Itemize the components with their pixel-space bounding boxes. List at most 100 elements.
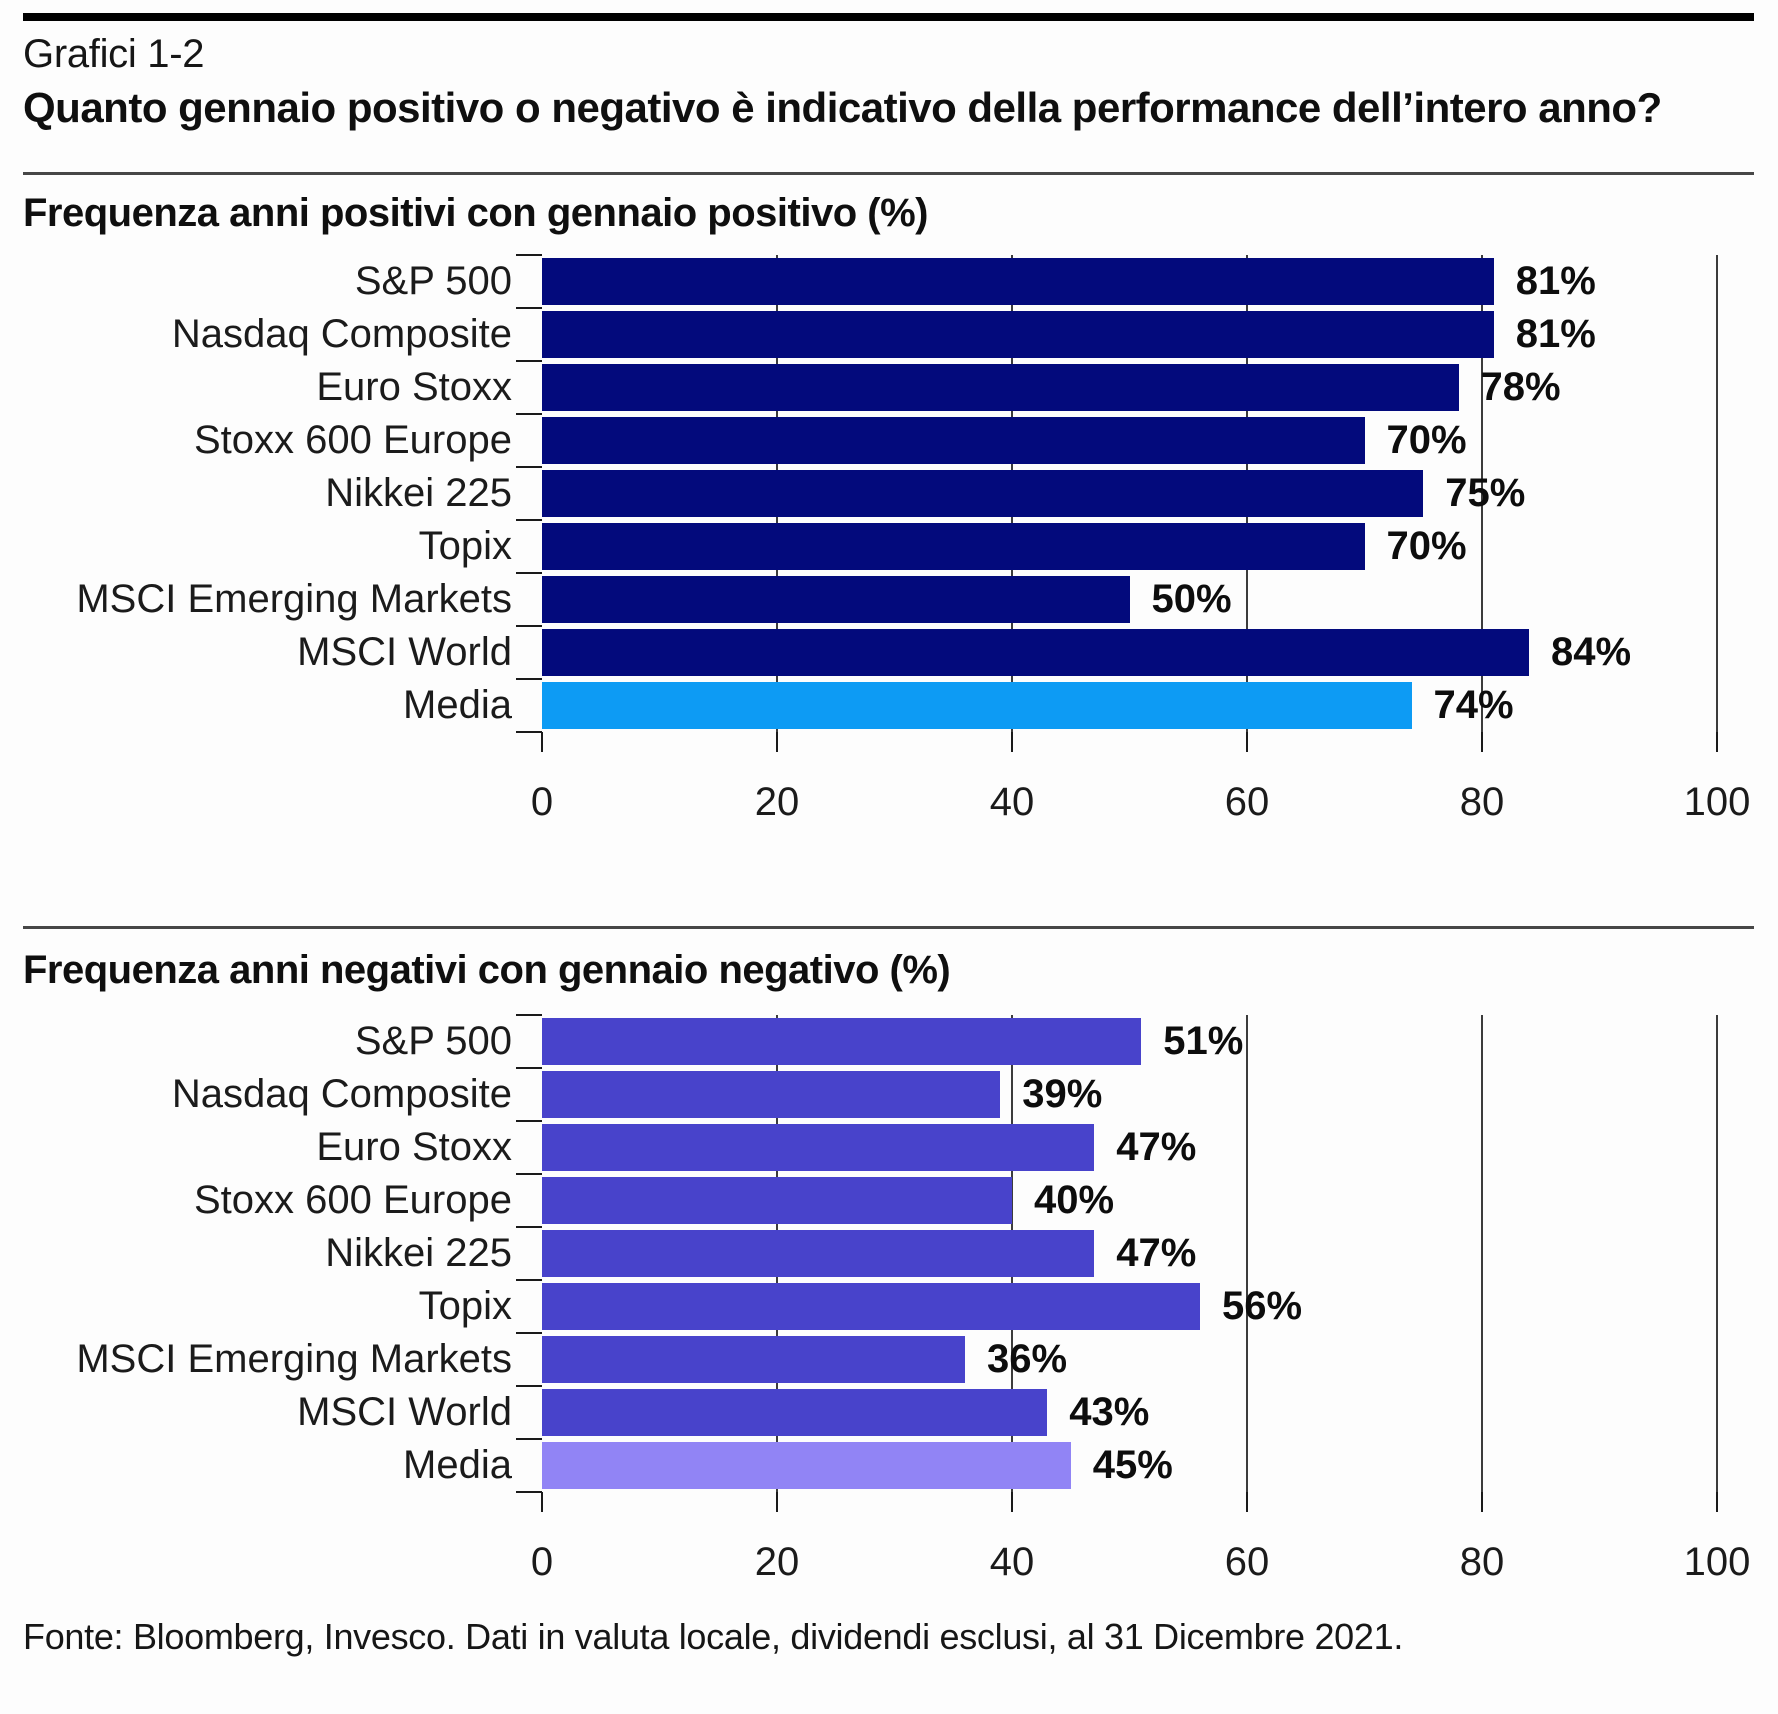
- value-label-media: 74%: [1433, 683, 1514, 727]
- gridline-80: [1481, 255, 1483, 732]
- y-axis-tick: [516, 254, 542, 256]
- x-axis-tick-40: [1011, 1492, 1013, 1512]
- value-label-media: 45%: [1092, 1443, 1173, 1487]
- category-label-topix: Topix: [418, 1284, 512, 1328]
- y-axis-tick: [516, 1173, 542, 1175]
- category-label-euro-stoxx: Euro Stoxx: [316, 1125, 512, 1169]
- category-label-msci-emerging-markets: MSCI Emerging Markets: [76, 1337, 512, 1381]
- x-axis-label-0: 0: [530, 1540, 554, 1584]
- category-label-media: Media: [403, 683, 512, 727]
- y-axis-tick: [516, 1279, 542, 1281]
- x-axis-tick-0: [541, 732, 543, 752]
- x-axis-tick-0: [541, 1492, 543, 1512]
- value-label-nikkei-225: 47%: [1116, 1231, 1197, 1275]
- divider: [23, 926, 1754, 929]
- page-title: Quanto gennaio positivo o negativo è ind…: [23, 84, 1662, 131]
- x-axis-tick-100: [1716, 1492, 1718, 1512]
- category-label-topix: Topix: [418, 524, 512, 568]
- category-label-stoxx-600-europe: Stoxx 600 Europe: [194, 1178, 512, 1222]
- y-axis-tick: [516, 1067, 542, 1069]
- y-axis-tick: [516, 1385, 542, 1387]
- source-note: Fonte: Bloomberg, Invesco. Dati in valut…: [23, 1616, 1404, 1657]
- category-label-nikkei-225: Nikkei 225: [325, 471, 512, 515]
- bar-media: [542, 682, 1412, 729]
- value-label-euro-stoxx: 47%: [1116, 1125, 1197, 1169]
- x-axis-label-60: 60: [1224, 780, 1270, 824]
- chart-2-title: Frequenza anni negativi con gennaio nega…: [23, 948, 951, 992]
- value-label-msci-world: 84%: [1551, 630, 1632, 674]
- category-label-nasdaq-composite: Nasdaq Composite: [171, 1072, 512, 1116]
- y-axis-tick: [516, 1014, 542, 1016]
- y-axis-tick: [516, 1226, 542, 1228]
- chart-1-title: Frequenza anni positivi con gennaio posi…: [23, 191, 928, 235]
- bar-nikkei-225: [542, 470, 1423, 517]
- y-axis-tick: [516, 678, 542, 680]
- x-axis-label-40: 40: [989, 780, 1035, 824]
- bar-euro-stoxx: [542, 364, 1459, 411]
- x-axis-tick-20: [776, 732, 778, 752]
- chart-kicker: Grafici 1-2: [23, 32, 205, 76]
- value-label-msci-emerging-markets: 36%: [987, 1337, 1068, 1381]
- top-rule: [23, 13, 1754, 21]
- value-label-nasdaq-composite: 39%: [1022, 1072, 1103, 1116]
- y-axis-tick: [516, 1332, 542, 1334]
- x-axis-label-20: 20: [754, 1540, 800, 1584]
- y-axis-tick: [516, 625, 542, 627]
- y-axis-tick: [516, 413, 542, 415]
- x-axis-tick-60: [1246, 1492, 1248, 1512]
- y-axis-tick: [516, 360, 542, 362]
- value-label-msci-world: 43%: [1069, 1390, 1150, 1434]
- category-label-s-p-500: S&P 500: [354, 259, 512, 303]
- bar-s-p-500: [542, 258, 1494, 305]
- bar-msci-world: [542, 1389, 1047, 1436]
- y-axis-tick: [516, 731, 542, 733]
- bar-nasdaq-composite: [542, 311, 1494, 358]
- value-label-nasdaq-composite: 81%: [1515, 312, 1596, 356]
- x-axis-label-20: 20: [754, 780, 800, 824]
- value-label-stoxx-600-europe: 40%: [1034, 1178, 1115, 1222]
- bar-topix: [542, 523, 1365, 570]
- y-axis-tick: [516, 307, 542, 309]
- x-axis-label-100: 100: [1683, 780, 1751, 824]
- category-label-media: Media: [403, 1443, 512, 1487]
- y-axis-tick: [516, 1438, 542, 1440]
- y-axis-tick: [516, 1120, 542, 1122]
- category-label-euro-stoxx: Euro Stoxx: [316, 365, 512, 409]
- category-label-stoxx-600-europe: Stoxx 600 Europe: [194, 418, 512, 462]
- bar-euro-stoxx: [542, 1124, 1094, 1171]
- bar-msci-world: [542, 629, 1529, 676]
- bar-s-p-500: [542, 1018, 1141, 1065]
- value-label-topix: 70%: [1386, 524, 1467, 568]
- category-label-nasdaq-composite: Nasdaq Composite: [171, 312, 512, 356]
- x-axis-label-100: 100: [1683, 1540, 1751, 1584]
- y-axis-tick: [516, 1491, 542, 1493]
- x-axis-label-40: 40: [989, 1540, 1035, 1584]
- value-label-topix: 56%: [1222, 1284, 1303, 1328]
- value-label-msci-emerging-markets: 50%: [1151, 577, 1232, 621]
- y-axis-tick: [516, 466, 542, 468]
- value-label-s-p-500: 81%: [1515, 259, 1596, 303]
- bar-topix: [542, 1283, 1200, 1330]
- category-label-s-p-500: S&P 500: [354, 1019, 512, 1063]
- bar-msci-emerging-markets: [542, 1336, 965, 1383]
- value-label-euro-stoxx: 78%: [1480, 365, 1561, 409]
- x-axis-tick-60: [1246, 732, 1248, 752]
- category-label-msci-world: MSCI World: [297, 1390, 512, 1434]
- value-label-nikkei-225: 75%: [1445, 471, 1526, 515]
- value-label-stoxx-600-europe: 70%: [1386, 418, 1467, 462]
- bar-nikkei-225: [542, 1230, 1094, 1277]
- bar-stoxx-600-europe: [542, 417, 1365, 464]
- x-axis-label-80: 80: [1459, 780, 1505, 824]
- gridline-100: [1716, 1015, 1718, 1492]
- category-label-nikkei-225: Nikkei 225: [325, 1231, 512, 1275]
- bar-stoxx-600-europe: [542, 1177, 1012, 1224]
- value-label-s-p-500: 51%: [1163, 1019, 1244, 1063]
- divider: [23, 172, 1754, 175]
- bar-msci-emerging-markets: [542, 576, 1130, 623]
- x-axis-tick-40: [1011, 732, 1013, 752]
- gridline-60: [1246, 1015, 1248, 1492]
- x-axis-tick-80: [1481, 732, 1483, 752]
- x-axis-label-60: 60: [1224, 1540, 1270, 1584]
- category-label-msci-world: MSCI World: [297, 630, 512, 674]
- bar-media: [542, 1442, 1071, 1489]
